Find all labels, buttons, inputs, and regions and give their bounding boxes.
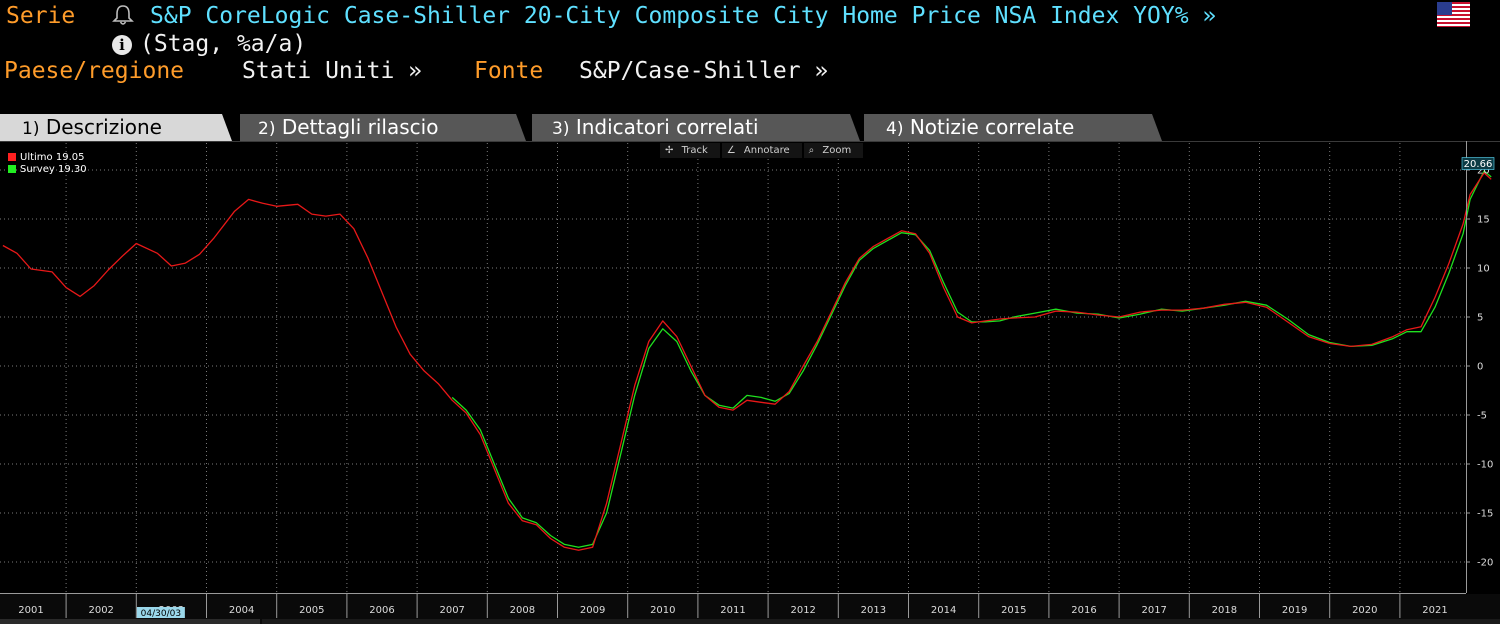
x-tick-label: 2012 — [790, 605, 815, 616]
scroll-strip-left — [0, 619, 260, 624]
legend-swatch-survey — [8, 165, 16, 173]
y-tick-label: 5 — [1477, 313, 1483, 324]
tab-bg-2 — [240, 114, 526, 141]
tab-dettagli-rilascio[interactable]: 2) Dettagli rilascio — [258, 115, 439, 139]
x-tick-label: 2011 — [720, 605, 745, 616]
tab-descrizione[interactable]: 1) Descrizione — [22, 115, 162, 139]
chart-toolbar: ✢ Track ∠ Annotare ⌕ Zoom — [660, 143, 865, 158]
x-tick-label: 2008 — [510, 605, 535, 616]
paese-value[interactable]: Stati Uniti » — [242, 58, 423, 84]
x-tick-label: 2006 — [369, 605, 394, 616]
chart-series — [2, 170, 1492, 551]
scroll-strip-right[interactable] — [262, 619, 1500, 624]
x-tick-label: 2001 — [18, 605, 43, 616]
legend-item-survey[interactable]: Survey 19.30 — [8, 164, 87, 176]
fonte-label: Fonte — [474, 58, 544, 84]
y-tick-label: 15 — [1477, 215, 1490, 226]
y-tick-label: 10 — [1477, 264, 1490, 275]
series-line-survey — [451, 170, 1492, 548]
serie-label: Serie — [6, 3, 76, 29]
y-tick-label: -20 — [1477, 558, 1493, 569]
last-value-label: 20.66 — [1464, 159, 1493, 170]
x-axis: 2001200220032004200520062007200820092010… — [0, 593, 1500, 624]
legend-item-ultimo[interactable]: Ultimo 19.05 — [8, 152, 87, 164]
tab-bar: 1) Descrizione 2) Dettagli rilascio 3) I… — [0, 114, 1500, 141]
last-value-badge — [1461, 157, 1495, 170]
x-tick-label: 2014 — [931, 605, 956, 616]
paese-label: Paese/regione — [4, 58, 185, 84]
fonte-value[interactable]: S&P/Case-Shiller » — [579, 58, 829, 84]
tab-shapes — [0, 114, 1162, 141]
cursor-date-label: 04/30/03 — [141, 609, 181, 619]
line-chart[interactable]: 2001200220032004200520062007200820092010… — [0, 141, 1500, 624]
tab-indicatori-correlati[interactable]: 3) Indicatori correlati — [552, 115, 759, 139]
tab-bg-3 — [532, 114, 860, 141]
track-button[interactable]: ✢ Track — [660, 143, 720, 158]
info-icon[interactable]: i — [112, 35, 132, 55]
chart-legend: Ultimo 19.05 Survey 19.30 — [8, 152, 87, 176]
series-line-ultimo — [2, 172, 1492, 551]
x-tick-label: 2018 — [1212, 605, 1237, 616]
legend-swatch-ultimo — [8, 153, 16, 161]
x-tick-label: 2009 — [580, 605, 605, 616]
x-tick-label: 2005 — [299, 605, 324, 616]
tab-bg-1 — [0, 114, 232, 141]
y-axis: 20 15 10 5 0 -5 -10 -15 -20 20.66 — [1461, 141, 1495, 593]
y-tick-label: -5 — [1477, 411, 1487, 422]
y-tick-label: -10 — [1477, 460, 1493, 471]
x-tick-label: 2019 — [1282, 605, 1307, 616]
y-tick-label: 20 — [1477, 166, 1490, 177]
tab-notizie-correlate[interactable]: 4) Notizie correlate — [886, 115, 1075, 139]
x-tick-label: 2016 — [1071, 605, 1096, 616]
x-tick-label: 2015 — [1001, 605, 1026, 616]
x-tick-label: 2010 — [650, 605, 675, 616]
x-tick-label: 2007 — [439, 605, 464, 616]
x-tick-label: 2017 — [1141, 605, 1166, 616]
zoom-button[interactable]: ⌕ Zoom — [803, 143, 864, 158]
series-subtitle: (Stag, %a/a) — [140, 31, 307, 57]
series-header: Serie S&P CoreLogic Case-Shiller 20-City… — [0, 0, 1500, 112]
y-tick-label: 0 — [1477, 362, 1483, 373]
x-tick-label: 2002 — [88, 605, 113, 616]
us-flag-icon — [1437, 2, 1470, 27]
x-tick-label: 2020 — [1352, 605, 1377, 616]
annotate-button[interactable]: ∠ Annotare — [721, 143, 802, 158]
series-subtitle-row: i (Stag, %a/a) — [112, 29, 306, 59]
y-tick-label: -15 — [1477, 509, 1493, 520]
bell-icon[interactable] — [112, 1, 134, 31]
x-tick-label: 2021 — [1422, 605, 1447, 616]
chart-grid — [0, 143, 1466, 593]
cursor-date-badge — [136, 607, 185, 618]
series-title[interactable]: S&P CoreLogic Case-Shiller 20-City Compo… — [150, 3, 1217, 29]
x-tick-label: 2004 — [229, 605, 254, 616]
tab-bg-4 — [864, 114, 1162, 141]
x-tick-label: 2013 — [861, 605, 886, 616]
